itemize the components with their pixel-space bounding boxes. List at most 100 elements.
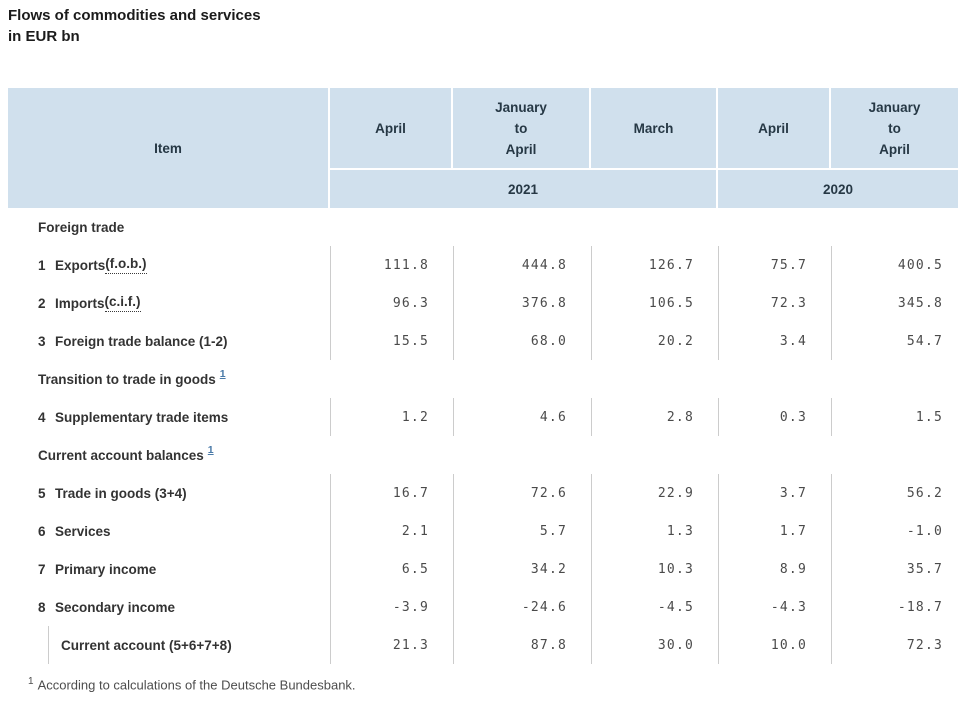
page-title: Flows of commodities and services in EUR…: [8, 5, 261, 47]
row-number: 3: [38, 333, 46, 349]
value-cell: 345.8: [831, 284, 958, 322]
value-cell: 20.2: [591, 322, 718, 360]
value-cell: 376.8: [453, 284, 591, 322]
value-cell: 106.5: [591, 284, 718, 322]
row-number: 7: [38, 561, 46, 577]
value-cell: 10.3: [591, 550, 718, 588]
value-cell: 72.3: [718, 284, 831, 322]
value-cell: 10.0: [718, 626, 831, 664]
table-row-exports: 1 Exports (f.o.b.) 111.8 444.8 126.7 75.…: [8, 246, 958, 284]
row-number: 2: [38, 295, 46, 311]
row-label: Exports: [55, 257, 106, 273]
table-row-trade-in-goods: 5 Trade in goods (3+4) 16.7 72.6 22.9 3.…: [8, 474, 958, 512]
year-header-row: 2021 2020: [330, 170, 958, 208]
row-label: Services: [55, 523, 111, 539]
value-cell: 87.8: [453, 626, 591, 664]
section-label: Foreign trade: [38, 219, 125, 235]
col-header-jan-apr-2020: January to April: [868, 99, 921, 157]
section-label: Transition to trade in goods: [38, 371, 216, 387]
value-cell: -4.3: [718, 588, 831, 626]
row-number: 1: [38, 257, 46, 273]
section-row-current-account-balances: Current account balances 1: [8, 436, 958, 474]
row-label: Foreign trade balance (1-2): [55, 333, 228, 349]
row-label: Trade in goods (3+4): [55, 485, 187, 501]
value-cell: 3.7: [718, 474, 831, 512]
value-cell: -3.9: [330, 588, 453, 626]
value-cell: 75.7: [718, 246, 831, 284]
value-cell: 30.0: [591, 626, 718, 664]
row-label: Primary income: [55, 561, 157, 577]
footnote-marker: 1: [28, 676, 34, 687]
section-row-transition-to-trade-in-goods: Transition to trade in goods 1: [8, 360, 958, 398]
page-title-line2: in EUR bn: [8, 28, 80, 45]
value-cell: 22.9: [591, 474, 718, 512]
value-cell: 2.8: [591, 398, 718, 436]
glossary-term-fob[interactable]: (f.o.b.): [105, 256, 147, 274]
section-row-foreign-trade: Foreign trade: [8, 208, 958, 246]
value-cell: 1.2: [330, 398, 453, 436]
year-group-2020: 2020: [822, 181, 854, 197]
col-header-april-2021: April: [330, 88, 453, 168]
table-row-foreign-trade-balance: 3 Foreign trade balance (1-2) 15.5 68.0 …: [8, 322, 958, 360]
value-cell: 400.5: [831, 246, 958, 284]
value-cell: 444.8: [453, 246, 591, 284]
table-row-current-account-total: Current account (5+6+7+8) 21.3 87.8 30.0…: [8, 626, 958, 664]
section-label: Current account balances: [38, 447, 204, 463]
year-group-2021: 2021: [330, 170, 718, 208]
value-cell: 72.3: [831, 626, 958, 664]
value-cell: -1.0: [831, 512, 958, 550]
value-cell: -24.6: [453, 588, 591, 626]
period-header-row: April January to April March April Janua…: [330, 88, 958, 170]
flows-table: Item April January to April March April …: [8, 88, 958, 664]
value-cell: 126.7: [591, 246, 718, 284]
value-cell: 5.7: [453, 512, 591, 550]
value-cell: 6.5: [330, 550, 453, 588]
row-label: Current account (5+6+7+8): [61, 637, 232, 653]
table-row-imports: 2 Imports (c.i.f.) 96.3 376.8 106.5 72.3…: [8, 284, 958, 322]
value-cell: 3.4: [718, 322, 831, 360]
value-cell: 68.0: [453, 322, 591, 360]
table-header-periods: April January to April March April Janua…: [330, 88, 958, 208]
value-cell: 8.9: [718, 550, 831, 588]
value-cell: 1.7: [718, 512, 831, 550]
value-cell: 0.3: [718, 398, 831, 436]
row-number: 6: [38, 523, 46, 539]
footnote-ref-link[interactable]: 1: [207, 444, 214, 456]
row-number: 5: [38, 485, 46, 501]
value-cell: 72.6: [453, 474, 591, 512]
col-header-march-2021: March: [591, 88, 718, 168]
table-row-supplementary-trade-items: 4 Supplementary trade items 1.2 4.6 2.8 …: [8, 398, 958, 436]
table-row-services: 6 Services 2.1 5.7 1.3 1.7 -1.0: [8, 512, 958, 550]
table-row-secondary-income: 8 Secondary income -3.9 -24.6 -4.5 -4.3 …: [8, 588, 958, 626]
value-cell: -18.7: [831, 588, 958, 626]
row-label: Secondary income: [55, 599, 176, 615]
footnote-ref-link[interactable]: 1: [219, 368, 226, 380]
row-number: 4: [38, 409, 46, 425]
row-label: Imports: [55, 295, 105, 311]
value-cell: 15.5: [330, 322, 453, 360]
row-label: Supplementary trade items: [55, 409, 229, 425]
value-cell: 1.3: [591, 512, 718, 550]
value-cell: 35.7: [831, 550, 958, 588]
value-cell: 1.5: [831, 398, 958, 436]
value-cell: 96.3: [330, 284, 453, 322]
col-header-jan-apr-2021: January to April: [453, 88, 591, 168]
table-row-primary-income: 7 Primary income 6.5 34.2 10.3 8.9 35.7: [8, 550, 958, 588]
col-header-april-2020: April: [718, 88, 831, 168]
footnote: 1 According to calculations of the Deutsc…: [28, 676, 356, 692]
value-cell: 56.2: [831, 474, 958, 512]
glossary-term-cif[interactable]: (c.i.f.): [104, 294, 141, 312]
value-cell: 111.8: [330, 246, 453, 284]
value-cell: 34.2: [453, 550, 591, 588]
value-cell: 4.6: [453, 398, 591, 436]
col-header-item: Item: [8, 88, 330, 208]
value-cell: 16.7: [330, 474, 453, 512]
value-cell: 2.1: [330, 512, 453, 550]
table-header: Item April January to April March April …: [8, 88, 958, 208]
value-cell: 54.7: [831, 322, 958, 360]
value-cell: 21.3: [330, 626, 453, 664]
value-cell: -4.5: [591, 588, 718, 626]
table-body: Foreign trade 1 Exports (f.o.b.) 111.8 4…: [8, 208, 958, 664]
page-title-line1: Flows of commodities and services: [8, 7, 261, 24]
